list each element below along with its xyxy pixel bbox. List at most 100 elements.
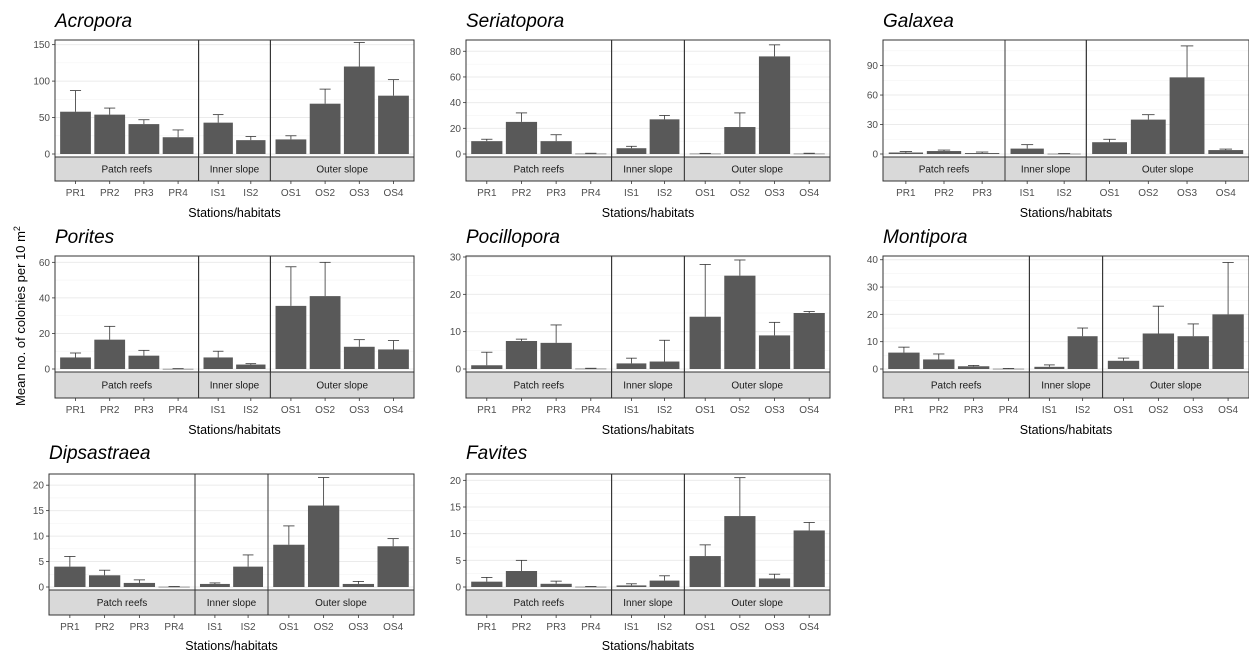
panel-title: Seriatopora: [466, 11, 564, 32]
bar: [1067, 336, 1098, 369]
y-axis-label-superscript: 2: [12, 226, 22, 231]
y-tick-label: 30: [867, 120, 879, 131]
x-tick-label: OS4: [1218, 405, 1238, 416]
x-tick-label: PR2: [100, 405, 120, 416]
x-tick-label: PR2: [512, 622, 532, 633]
bar: [162, 137, 194, 154]
bar: [199, 583, 230, 587]
y-tick-label: 40: [39, 293, 51, 304]
y-tick-label: 10: [867, 337, 879, 348]
facet-strip: [54, 371, 200, 399]
x-tick-label: PR2: [512, 405, 532, 416]
bar: [689, 153, 721, 155]
x-tick-label: OS3: [349, 188, 369, 199]
facet-strip-label: Patch reefs: [102, 381, 153, 392]
facet-border: [267, 473, 415, 591]
bar: [689, 556, 721, 587]
panel-dipsastraea: Dipsastraea PR1 PR2 PR3 PR4 Patch reefs IS1 IS2…: [33, 443, 415, 652]
bar: [505, 121, 538, 154]
y-tick-label: 20: [39, 329, 51, 340]
x-tick-label: PR3: [134, 188, 154, 199]
facet-border: [683, 39, 831, 158]
panel-title: Porites: [55, 227, 115, 248]
x-tick-label: PR1: [477, 405, 497, 416]
bar: [724, 516, 756, 587]
bar: [1142, 333, 1175, 369]
bar: [758, 56, 791, 155]
x-tick-label: OS2: [730, 188, 750, 199]
bar: [540, 342, 572, 369]
x-tick-label: OS4: [1216, 188, 1236, 199]
y-tick-label: 10: [450, 529, 462, 540]
y-tick-label: 15: [33, 506, 45, 517]
bar: [309, 296, 341, 369]
x-tick-label: PR4: [168, 405, 188, 416]
y-tick-label: 0: [872, 365, 878, 376]
bar: [540, 583, 572, 587]
facet-strip: [1004, 156, 1087, 182]
bar: [649, 580, 680, 587]
bar: [377, 546, 409, 587]
facet-border: [269, 255, 415, 373]
panel-favites: Favites PR1 PR2 PR3 PR4 Patch reefs IS1 IS2 Inne…: [450, 443, 831, 652]
facet-strip: [198, 156, 271, 182]
y-tick-label: 100: [33, 77, 50, 88]
panel-title: Galaxea: [883, 11, 954, 32]
bar: [94, 114, 126, 154]
facet-strip-label: Patch reefs: [97, 598, 148, 609]
bar: [233, 566, 264, 587]
y-tick-label: 40: [450, 98, 462, 109]
x-tick-label: PR1: [894, 405, 914, 416]
bar: [758, 578, 791, 587]
x-tick-label: IS2: [241, 622, 256, 633]
bar: [888, 352, 920, 369]
bar: [1169, 77, 1205, 154]
x-tick-label: IS1: [1042, 405, 1057, 416]
facet-strip: [48, 589, 196, 616]
x-tick-label: PR4: [581, 622, 601, 633]
y-tick-label: 80: [450, 47, 462, 58]
bar: [724, 127, 756, 154]
x-tick-label: OS1: [279, 622, 299, 633]
bar: [964, 153, 1000, 154]
x-tick-label: IS1: [624, 188, 639, 199]
x-tick-label: OS2: [730, 405, 750, 416]
x-tick-label: OS3: [765, 188, 785, 199]
x-tick-label: OS1: [281, 405, 301, 416]
x-tick-label: PR1: [60, 622, 80, 633]
facet-strip-label: Patch reefs: [514, 381, 565, 392]
facet-strip-label: Patch reefs: [102, 165, 153, 176]
plot-area: [49, 474, 414, 590]
facet-strip-label: Patch reefs: [514, 598, 565, 609]
x-tick-label: OS3: [349, 405, 369, 416]
x-tick-label: OS4: [799, 188, 819, 199]
facet-strip-label: Inner slope: [623, 165, 673, 176]
bar: [343, 66, 375, 154]
bar: [724, 275, 756, 369]
bar: [60, 111, 91, 154]
panel-title: Dipsastraea: [49, 443, 150, 464]
y-tick-label: 0: [455, 583, 461, 594]
x-tick-label: PR4: [168, 188, 188, 199]
x-tick-label: OS3: [765, 622, 785, 633]
facet-strip-label: Patch reefs: [919, 165, 970, 176]
facet-strip-label: Inner slope: [207, 598, 257, 609]
bar: [649, 119, 680, 154]
bar: [926, 151, 962, 154]
x-axis-label: Stations/habitats: [602, 639, 694, 652]
bar: [378, 349, 409, 369]
bar: [616, 363, 647, 369]
x-tick-label: IS2: [657, 188, 672, 199]
x-tick-label: PR4: [164, 622, 184, 633]
x-tick-label: IS2: [657, 622, 672, 633]
y-tick-label: 5: [38, 557, 44, 568]
panel-porites: Porites PR1 PR2 PR3 PR4 Patch reefs IS1 IS2 Inne…: [39, 227, 415, 437]
x-tick-label: OS4: [799, 405, 819, 416]
bar: [758, 335, 791, 369]
facet-strip-label: Outer slope: [1142, 165, 1194, 176]
y-tick-label: 0: [455, 150, 461, 161]
bar: [128, 355, 160, 369]
x-tick-label: OS2: [730, 622, 750, 633]
bar: [793, 530, 825, 587]
facet-strip-label: Outer slope: [731, 165, 783, 176]
